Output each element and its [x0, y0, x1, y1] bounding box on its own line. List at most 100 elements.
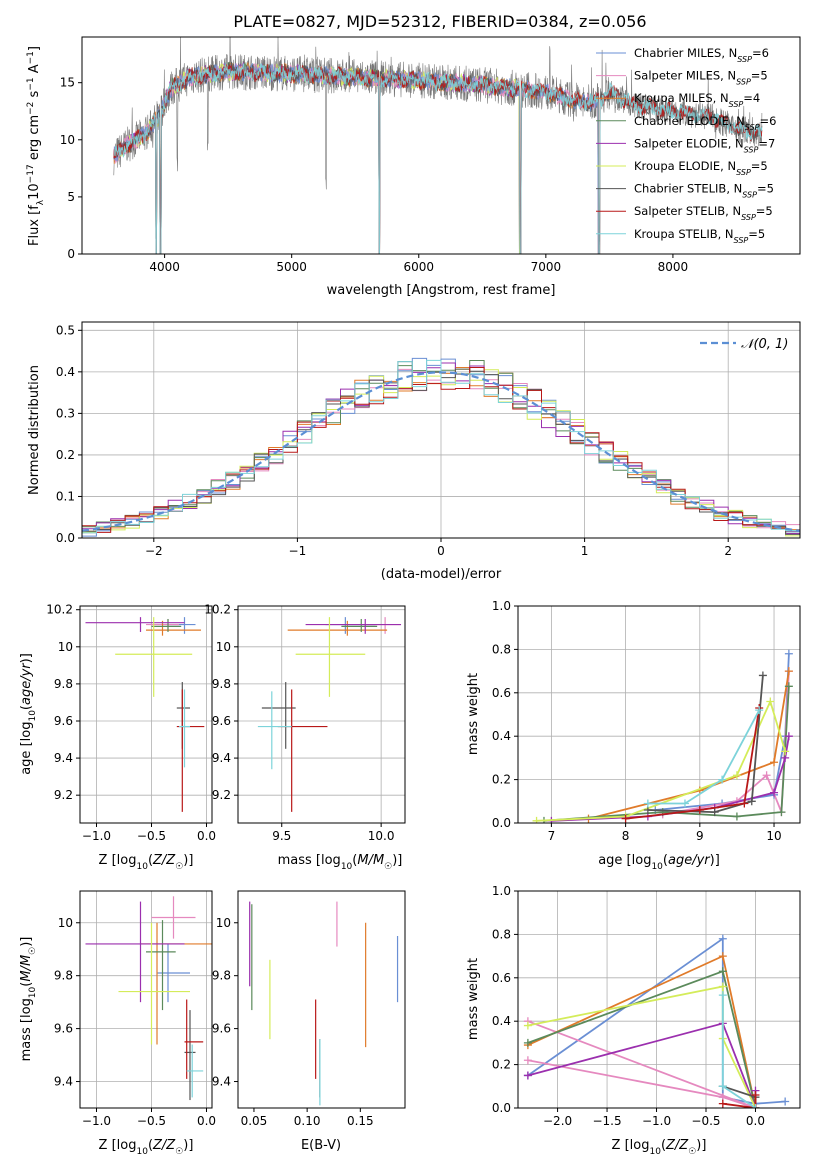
- y-axis-label: mass weight: [466, 958, 481, 1040]
- x-tick-label: 2: [724, 544, 732, 558]
- y-tick-label: 9.4: [212, 1075, 231, 1089]
- x-tick-label: −1.0: [82, 1114, 111, 1128]
- y-tick-label: 15: [60, 76, 75, 90]
- label-part: ]: [27, 46, 42, 51]
- mass-weight-marker: [718, 1082, 727, 1091]
- y-tick-label: 0: [67, 247, 75, 261]
- label-part: (data-model)/error: [381, 567, 502, 582]
- mass-weight-marker: [781, 747, 790, 756]
- label-part: Z/Z: [665, 1138, 689, 1153]
- mass-weight-marker: [732, 771, 741, 780]
- x-axis-label: E(B-V): [301, 1138, 341, 1153]
- x-tick-label: −2.0: [543, 1114, 572, 1128]
- mass-weight-marker: [732, 812, 741, 821]
- panel-spectrum: [113, 37, 763, 254]
- x-tick-label: 0.15: [347, 1114, 374, 1128]
- mass-weight-marker: [770, 758, 779, 767]
- x-tick-label: −1: [289, 544, 307, 558]
- panel-age-vs-Z: [80, 606, 212, 823]
- x-axis-label: (data-model)/error: [381, 567, 502, 582]
- x-tick-label: 4000: [149, 260, 180, 274]
- label-part: (: [661, 1138, 666, 1153]
- x-axis-label: age [log10(age/yr)]: [598, 853, 720, 872]
- mass-weight-line: [527, 970, 757, 1108]
- legend-entry: Kroupa ELODIE, NSSP=5: [634, 159, 768, 177]
- label-part: mass weight: [466, 958, 481, 1040]
- legend-name: Salpeter STELIB, N: [634, 204, 741, 218]
- legend-name: Salpeter ELODIE, N: [634, 136, 744, 150]
- panel-age-vs-mass: [238, 606, 405, 823]
- x-tick-label: −1.5: [592, 1114, 621, 1128]
- plot-area: [85, 896, 212, 1101]
- x-tick-label: 10: [766, 829, 781, 843]
- label-part: 10: [651, 862, 663, 872]
- mass-weight-marker: [680, 799, 689, 808]
- legend-sub: SSP: [745, 122, 760, 131]
- plot-area: [82, 357, 800, 537]
- axes-mass-vs-ebv: 0.05 0.10 0.15 9.4 9.6 9.8 10 E(B-V): [212, 890, 406, 1153]
- y-tick-label: 9.6: [54, 1022, 73, 1036]
- y-tick-label: 0.3: [56, 406, 75, 420]
- label-part: ☉: [175, 862, 183, 872]
- plot-area: [532, 649, 793, 823]
- label-part: (: [19, 705, 34, 710]
- y-tick-label: 9.8: [212, 969, 231, 983]
- mass-weight-marker: [758, 671, 767, 680]
- y-tick-label: 10: [216, 640, 231, 654]
- label-part: log: [632, 853, 652, 868]
- legend-entry: Salpeter MILES, NSSP=5: [634, 69, 768, 87]
- y-tick-label: 9.4: [212, 751, 231, 765]
- label-part: Z/Z: [152, 853, 176, 868]
- label-part: )]: [696, 1138, 706, 1153]
- label-part: log: [19, 998, 34, 1018]
- mass-weight-marker: [751, 1090, 760, 1099]
- label-part: age/yr: [668, 853, 711, 868]
- legend-sub: SSP: [737, 55, 752, 64]
- y-axis-label: mass [log10(M/M☉)]: [19, 937, 38, 1062]
- legend-name: Kroupa STELIB, N: [634, 227, 734, 241]
- mass-weight-marker: [523, 1056, 532, 1065]
- x-tick-label: 0.10: [294, 1114, 321, 1128]
- label-part: −1: [26, 51, 36, 64]
- legend-name: Chabrier STELIB, N: [634, 182, 742, 196]
- x-tick-label: 6000: [403, 260, 434, 274]
- mass-weight-marker: [718, 982, 727, 991]
- y-tick-label: 0.2: [492, 773, 511, 787]
- legend-sub: SSP: [742, 190, 757, 199]
- x-tick-label: −0.5: [691, 1114, 720, 1128]
- mass-weight-line: [647, 709, 760, 805]
- legend-entry: 𝒩(0, 1): [741, 337, 788, 352]
- legend-name: Salpeter MILES, N: [634, 69, 736, 83]
- x-tick-label: 9.5: [272, 829, 291, 843]
- label-part: mass weight: [466, 673, 481, 755]
- label-part: ☉: [175, 1147, 183, 1157]
- legend-entry: Chabrier STELIB, NSSP=5: [634, 182, 774, 200]
- y-tick-label: 0.6: [492, 686, 511, 700]
- x-tick-label: 9: [696, 829, 704, 843]
- label-part: 10: [136, 1147, 148, 1157]
- mass-weight-marker: [747, 797, 756, 806]
- legend-entry: Kroupa STELIB, NSSP=5: [634, 227, 765, 245]
- y-tick-label: 0.6: [492, 971, 511, 985]
- mass-weight-marker: [777, 808, 786, 817]
- mass-weight-marker: [718, 967, 727, 976]
- x-tick-label: 0: [437, 544, 445, 558]
- x-tick-label: −1.0: [642, 1114, 671, 1128]
- mass-weight-marker: [740, 799, 749, 808]
- mass-weight-marker: [784, 732, 793, 741]
- x-tick-label: 5000: [276, 260, 307, 274]
- y-tick-label: 10: [58, 916, 73, 930]
- label-part: 10: [136, 862, 148, 872]
- label-part: )]: [19, 937, 34, 947]
- y-tick-label: 1.0: [492, 884, 511, 898]
- mass-weight-line: [527, 954, 757, 1108]
- panel-mass-vs-Z: [80, 891, 212, 1108]
- mass-weight-marker: [718, 934, 727, 943]
- mass-weight-marker: [784, 682, 793, 691]
- x-axis-label: Z [log10(Z/Z☉)]: [99, 853, 194, 872]
- mass-weight-marker: [710, 808, 719, 817]
- y-tick-label: 0.0: [492, 816, 511, 830]
- legend-value: =5: [756, 204, 773, 218]
